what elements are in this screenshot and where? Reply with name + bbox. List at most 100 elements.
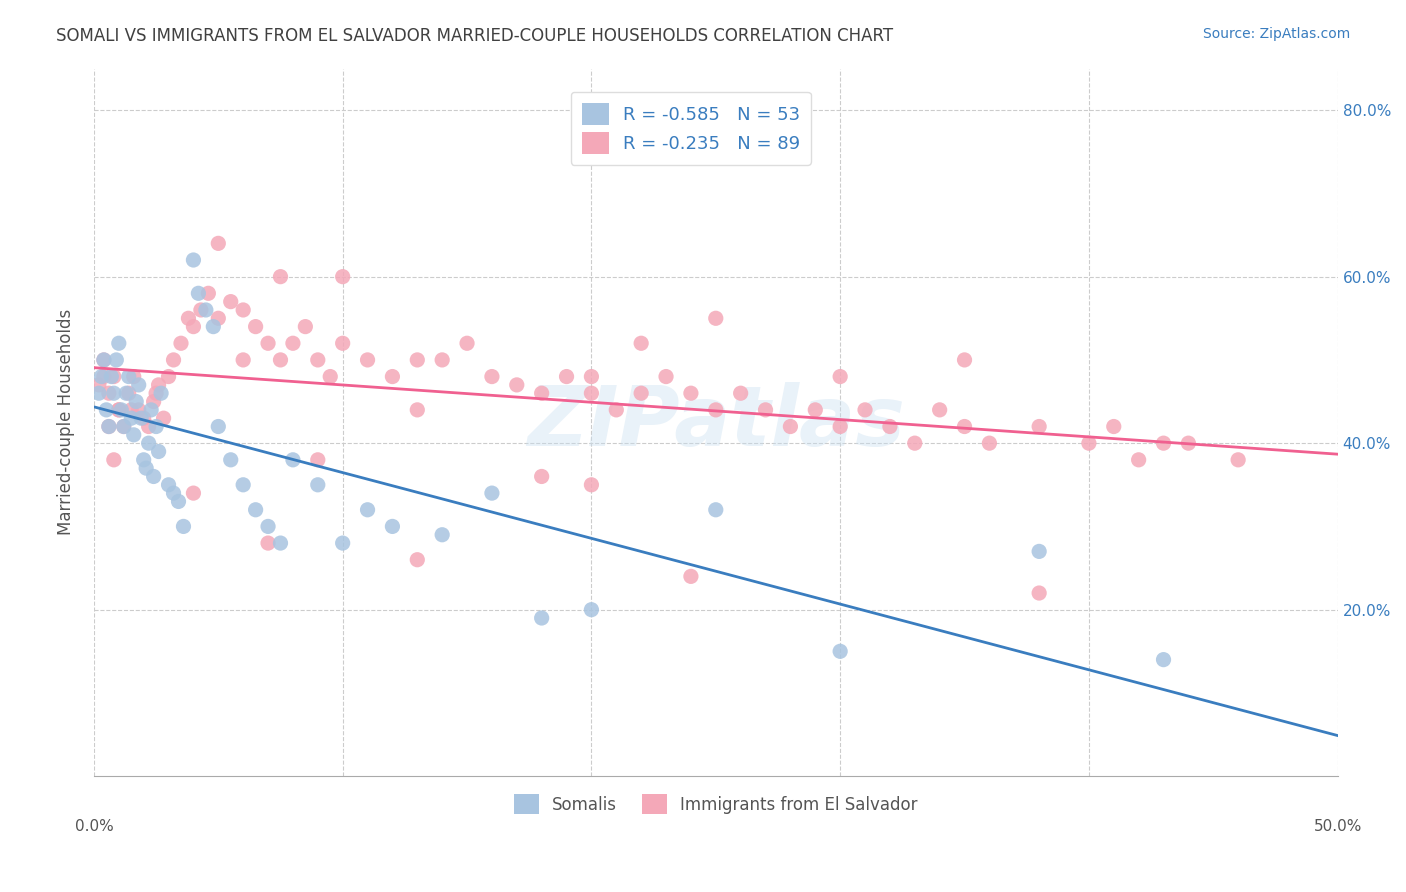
Point — [97, 386, 120, 401]
Point — [481, 486, 503, 500]
Point — [157, 477, 180, 491]
Point — [481, 369, 503, 384]
Point — [530, 386, 553, 401]
Point — [125, 394, 148, 409]
Point — [307, 477, 329, 491]
Point — [928, 402, 950, 417]
Point — [730, 386, 752, 401]
Point — [150, 386, 173, 401]
Point — [187, 286, 209, 301]
Point — [107, 402, 129, 417]
Point — [1028, 419, 1050, 434]
Point — [1028, 544, 1050, 558]
Point — [219, 452, 242, 467]
Point — [456, 336, 478, 351]
Point — [183, 252, 205, 267]
Point — [1177, 436, 1199, 450]
Point — [704, 502, 727, 516]
Point — [406, 552, 429, 566]
Point — [135, 461, 157, 475]
Point — [281, 336, 304, 351]
Point — [1227, 452, 1250, 467]
Point — [704, 402, 727, 417]
Point — [128, 402, 150, 417]
Point — [148, 377, 170, 392]
Point — [269, 352, 291, 367]
Point — [294, 319, 316, 334]
Point — [93, 352, 115, 367]
Point — [381, 519, 404, 533]
Point — [132, 452, 155, 467]
Point — [245, 502, 267, 516]
Point — [804, 402, 827, 417]
Point — [904, 436, 927, 450]
Point — [853, 402, 876, 417]
Point — [207, 311, 229, 326]
Point — [581, 386, 603, 401]
Point — [120, 402, 142, 417]
Point — [1077, 436, 1099, 450]
Point — [148, 444, 170, 458]
Point — [406, 352, 429, 367]
Point — [754, 402, 776, 417]
Point — [679, 386, 702, 401]
Point — [132, 411, 155, 425]
Point — [138, 419, 160, 434]
Point — [177, 311, 200, 326]
Point — [581, 369, 603, 384]
Point — [257, 536, 280, 550]
Text: Source: ZipAtlas.com: Source: ZipAtlas.com — [1202, 27, 1350, 41]
Point — [207, 236, 229, 251]
Point — [142, 469, 165, 483]
Point — [207, 419, 229, 434]
Point — [332, 536, 354, 550]
Point — [112, 419, 135, 434]
Point — [107, 402, 129, 417]
Point — [555, 369, 578, 384]
Point — [356, 502, 378, 516]
Point — [953, 352, 976, 367]
Point — [107, 336, 129, 351]
Point — [122, 427, 145, 442]
Point — [704, 311, 727, 326]
Point — [269, 269, 291, 284]
Point — [406, 402, 429, 417]
Point — [202, 319, 225, 334]
Point — [103, 386, 125, 401]
Point — [145, 419, 167, 434]
Point — [605, 402, 627, 417]
Point — [100, 369, 122, 384]
Point — [112, 419, 135, 434]
Point — [630, 386, 652, 401]
Point — [145, 386, 167, 401]
Point — [103, 369, 125, 384]
Point — [96, 402, 118, 417]
Text: 50.0%: 50.0% — [1313, 819, 1362, 834]
Point — [530, 611, 553, 625]
Point — [381, 369, 404, 384]
Point — [581, 602, 603, 616]
Point — [190, 302, 212, 317]
Point — [430, 352, 453, 367]
Point — [162, 352, 184, 367]
Point — [183, 486, 205, 500]
Point — [307, 352, 329, 367]
Point — [183, 319, 205, 334]
Point — [97, 419, 120, 434]
Point — [1128, 452, 1150, 467]
Point — [979, 436, 1001, 450]
Point — [120, 411, 142, 425]
Point — [953, 419, 976, 434]
Point — [779, 419, 801, 434]
Point — [194, 302, 217, 317]
Legend: Somalis, Immigrants from El Salvador: Somalis, Immigrants from El Salvador — [503, 784, 928, 824]
Point — [307, 452, 329, 467]
Point — [332, 269, 354, 284]
Point — [232, 352, 254, 367]
Point — [332, 336, 354, 351]
Point — [197, 286, 219, 301]
Point — [257, 519, 280, 533]
Point — [138, 436, 160, 450]
Point — [93, 352, 115, 367]
Point — [90, 369, 112, 384]
